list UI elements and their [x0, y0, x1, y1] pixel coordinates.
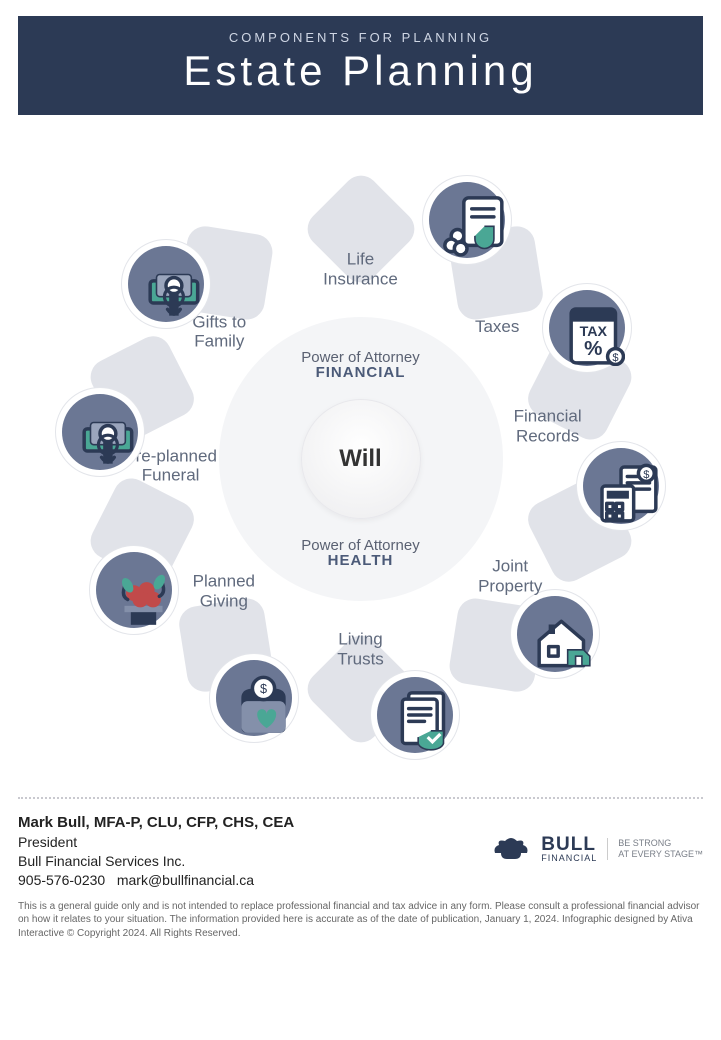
contact-email: mark@bullfinancial.ca	[117, 872, 254, 888]
header-eyebrow: COMPONENTS FOR PLANNING	[18, 30, 703, 45]
header-title: Estate Planning	[18, 47, 703, 95]
node-label-living-trusts: LivingTrusts	[301, 629, 421, 668]
divider	[18, 797, 703, 799]
svg-text:$: $	[260, 683, 267, 697]
node-icon-gifts-to-family-icon2	[121, 239, 211, 329]
logo-block: BULL FINANCIAL BE STRONG AT EVERY STAGE™	[491, 835, 703, 863]
will-label: Will	[339, 445, 381, 473]
will-circle: Will	[301, 399, 421, 519]
logo-sub: FINANCIAL	[541, 854, 597, 863]
logo-main: BULL	[541, 835, 597, 854]
node-icon-gifts-to-family	[55, 387, 145, 477]
bull-logo-icon	[491, 835, 531, 863]
contact-block: Mark Bull, MFA-P, CLU, CFP, CHS, CEA Pre…	[18, 813, 294, 890]
logo-tag1: BE STRONG	[618, 838, 703, 849]
node-icon-joint-property	[510, 589, 600, 679]
node-icon-living-trusts	[370, 670, 460, 760]
node-icon-pre-planned-funeral	[89, 545, 179, 635]
header-banner: COMPONENTS FOR PLANNING Estate Planning	[18, 16, 703, 115]
node-icon-financial-records: $	[576, 441, 666, 531]
node-label-life-insurance: LifeInsurance	[301, 249, 421, 288]
contact-company: Bull Financial Services Inc.	[18, 852, 294, 871]
contact-phone: 905-576-0230	[18, 872, 105, 888]
node-label-taxes: Taxes	[437, 317, 557, 337]
node-icon-planned-giving: $	[209, 653, 299, 743]
center-block: Power of Attorney FINANCIAL Will Power o…	[231, 349, 491, 569]
svg-text:$: $	[643, 469, 649, 481]
logo-tag2: AT EVERY STAGE™	[618, 849, 703, 860]
contact-title: President	[18, 833, 294, 852]
contact-name: Mark Bull, MFA-P, CLU, CFP, CHS, CEA	[18, 813, 294, 833]
estate-planning-wheel: Power of Attorney FINANCIAL Will Power o…	[41, 139, 681, 779]
logo-tagline: BE STRONG AT EVERY STAGE™	[607, 838, 703, 860]
node-label-planned-giving: PlannedGiving	[164, 571, 284, 610]
svg-text:%: %	[585, 337, 603, 360]
contact-phone-email: 905-576-0230 mark@bullfinancial.ca	[18, 871, 294, 890]
svg-text:$: $	[613, 352, 619, 364]
contact-footer: Mark Bull, MFA-P, CLU, CFP, CHS, CEA Pre…	[18, 813, 703, 890]
node-icon-life-insurance	[422, 175, 512, 265]
node-label-joint-property: JointProperty	[450, 556, 570, 595]
poa-top-line2: FINANCIAL	[231, 364, 491, 381]
node-label-financial-records: FinancialRecords	[488, 406, 608, 445]
logo-text: BULL FINANCIAL	[541, 835, 597, 863]
disclaimer: This is a general guide only and is not …	[18, 900, 703, 941]
